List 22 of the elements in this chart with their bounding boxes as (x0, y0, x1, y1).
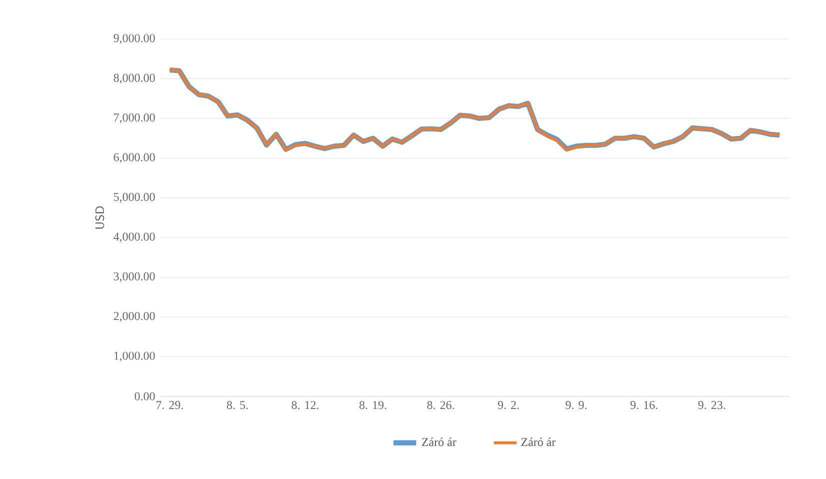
x-tick-label: 8. 12. (292, 401, 318, 410)
y-tick-label: 2,000.00 (114, 312, 155, 322)
y-tick-label: 5,000.00 (114, 192, 155, 203)
legend-label: Záró ár (422, 438, 456, 446)
x-tick-label: 9. 9. (566, 401, 587, 410)
x-tick-label: 8. 5. (226, 401, 248, 410)
y-tick-label: 9,000.00 (114, 34, 155, 44)
y-tick-label: 4,000.00 (114, 232, 155, 242)
x-tick-label: 9. 16. (630, 401, 658, 410)
y-tick-label: 1,000.00 (114, 352, 155, 362)
x-tick-label: 8. 26. (427, 401, 454, 410)
y-tick-label: 8,000.00 (114, 74, 155, 84)
y-tick-label: 6,000.00 (114, 153, 155, 164)
legend-label: Záró ár (521, 438, 556, 446)
y-tick-label: 0.00 (134, 392, 155, 400)
x-tick-label: 9. 23. (698, 401, 726, 410)
x-tick-label: 9. 2. (498, 401, 519, 410)
x-tick-label: 7. 29. (156, 401, 183, 410)
y-tick-label: 7,000.00 (114, 113, 155, 124)
y-tick-label: 3,000.00 (114, 272, 155, 282)
y-axis-title: USD (95, 206, 104, 229)
x-tick-label: 8. 19. (359, 401, 386, 410)
